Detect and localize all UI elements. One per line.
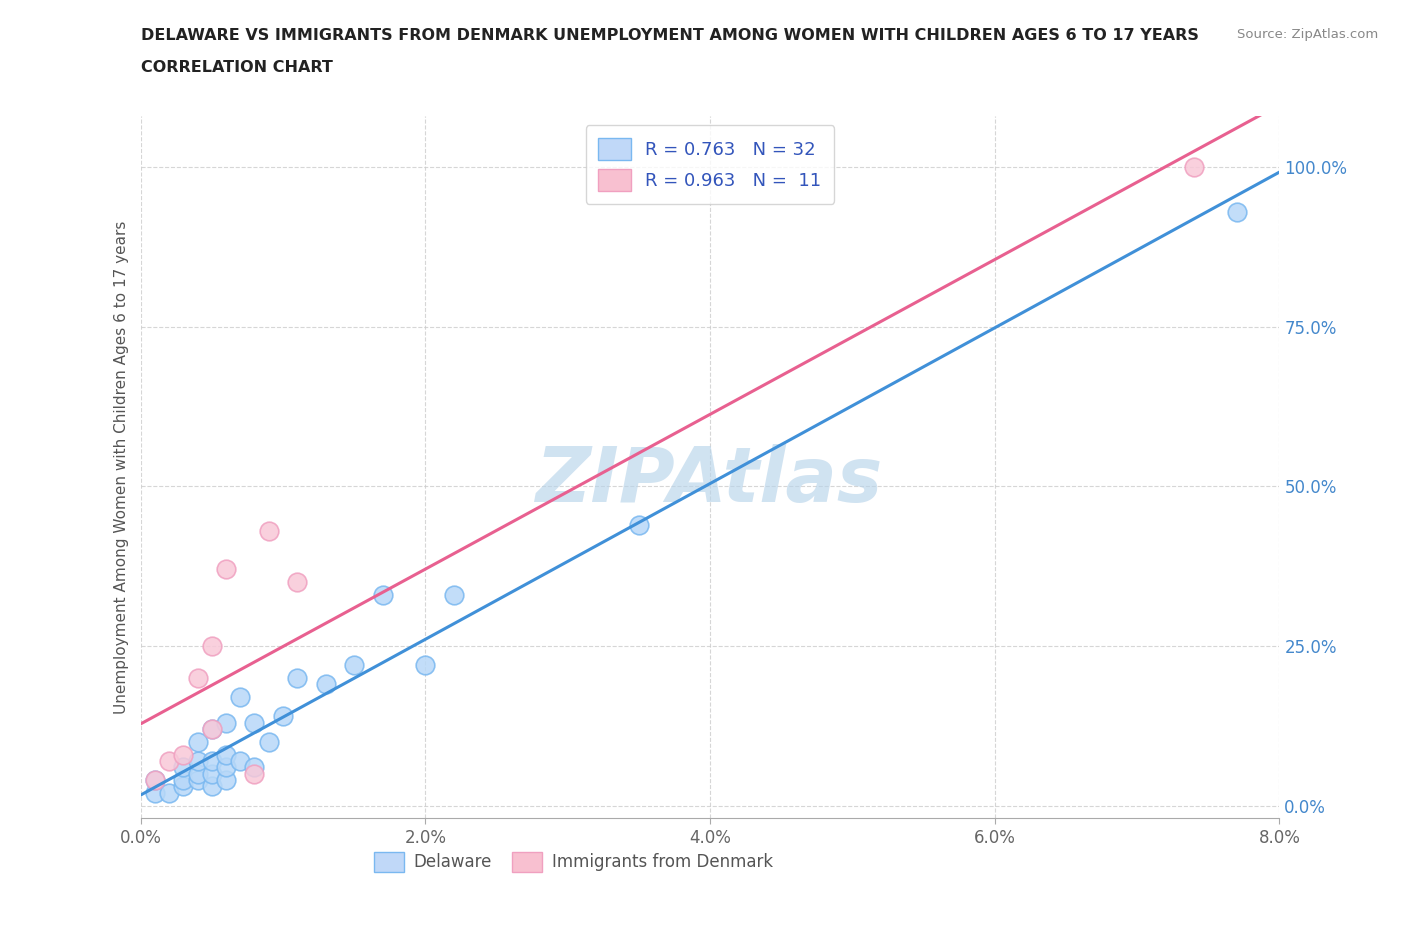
Point — [415, 658, 437, 672]
Point — [157, 786, 180, 801]
Legend: Delaware, Immigrants from Denmark: Delaware, Immigrants from Denmark — [366, 844, 782, 881]
Point — [257, 524, 280, 538]
Point — [143, 773, 166, 788]
Point — [186, 735, 209, 750]
Point — [201, 639, 224, 654]
Point — [215, 747, 238, 762]
Point — [343, 658, 366, 672]
Text: Source: ZipAtlas.com: Source: ZipAtlas.com — [1237, 28, 1378, 41]
Point — [257, 735, 280, 750]
Point — [143, 773, 166, 788]
Point — [201, 779, 224, 794]
Point — [285, 575, 308, 590]
Point — [1182, 160, 1205, 175]
Point — [201, 722, 224, 737]
Point — [315, 677, 337, 692]
Point — [271, 709, 294, 724]
Point — [243, 715, 266, 730]
Point — [186, 671, 209, 685]
Text: ZIPAtlas: ZIPAtlas — [536, 445, 884, 518]
Y-axis label: Unemployment Among Women with Children Ages 6 to 17 years: Unemployment Among Women with Children A… — [114, 220, 129, 714]
Point — [215, 562, 238, 577]
Point — [186, 773, 209, 788]
Point — [172, 747, 194, 762]
Point — [243, 760, 266, 775]
Point — [157, 753, 180, 768]
Point — [172, 760, 194, 775]
Point — [186, 753, 209, 768]
Point — [285, 671, 308, 685]
Point — [215, 760, 238, 775]
Point — [201, 753, 224, 768]
Point — [201, 766, 224, 781]
Point — [229, 690, 252, 705]
Point — [627, 517, 650, 532]
Text: DELAWARE VS IMMIGRANTS FROM DENMARK UNEMPLOYMENT AMONG WOMEN WITH CHILDREN AGES : DELAWARE VS IMMIGRANTS FROM DENMARK UNEM… — [141, 28, 1198, 43]
Point — [172, 773, 194, 788]
Point — [215, 715, 238, 730]
Point — [243, 766, 266, 781]
Point — [172, 779, 194, 794]
Point — [1226, 205, 1249, 219]
Point — [143, 786, 166, 801]
Point — [201, 722, 224, 737]
Text: CORRELATION CHART: CORRELATION CHART — [141, 60, 332, 75]
Point — [186, 766, 209, 781]
Point — [371, 588, 394, 603]
Point — [229, 753, 252, 768]
Point — [215, 773, 238, 788]
Point — [443, 588, 465, 603]
